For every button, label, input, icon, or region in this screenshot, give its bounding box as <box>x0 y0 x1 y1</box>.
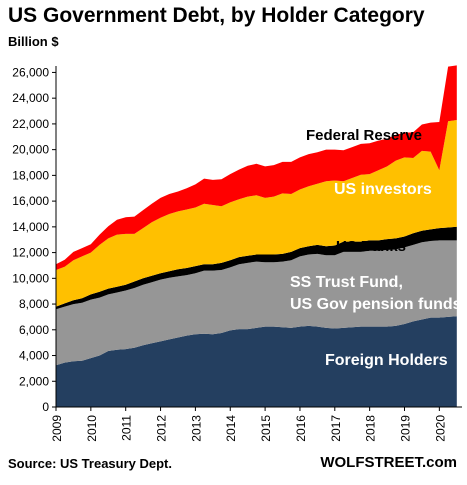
area-us-investors <box>56 120 457 307</box>
y-tick-label: 8,000 <box>19 297 49 311</box>
area-ss-trust-fund-us-gov-pension-funds <box>56 240 457 366</box>
x-tick-label: 2019 <box>398 415 412 442</box>
x-tick-label: 2014 <box>224 415 238 442</box>
x-ticks: 2009 2010 2011 2012 2013 2014 2015 2016 2017 2018… <box>50 407 447 442</box>
y-tick-label: 20,000 <box>12 143 49 157</box>
y-tick-label: 14,000 <box>12 220 49 234</box>
y-tick-label: 10,000 <box>12 271 49 285</box>
y-ticks: 0 2,000 4,000 6,000 8,000 10,000 12,000 14,000 1… <box>12 65 56 414</box>
y-tick-label: 18,000 <box>12 168 49 182</box>
y-tick-label: 6,000 <box>19 323 49 337</box>
area-federal-reserve <box>56 65 457 271</box>
stacked-areas <box>56 65 457 407</box>
area-us-banks <box>56 226 457 310</box>
brand-logo-text: WOLFSTREET.com <box>320 454 457 471</box>
y-tick-label: 4,000 <box>19 349 49 363</box>
x-tick-label: 2010 <box>85 415 99 442</box>
label-us-investors: US investors <box>334 181 432 198</box>
x-tick-label: 2011 <box>120 415 134 441</box>
y-tick-label: 16,000 <box>12 194 49 208</box>
x-tick-label: 2017 <box>329 415 343 442</box>
series-labels: Federal Reserve US investors US Banks SS… <box>290 127 462 369</box>
label-ss-trust-fund-line1: SS Trust Fund, <box>290 274 403 291</box>
y-tick-label: 26,000 <box>12 65 49 79</box>
label-ss-trust-fund-line2: US Gov pension funds <box>290 296 462 313</box>
x-tick-label: 2013 <box>189 415 203 442</box>
y-axis-unit-label: Billion $ <box>8 34 59 49</box>
x-tick-label: 2016 <box>294 415 308 442</box>
label-us-banks: US Banks <box>336 238 406 255</box>
x-tick-label: 2015 <box>259 415 273 442</box>
x-tick-label: 2018 <box>364 415 378 442</box>
y-tick-label: 22,000 <box>12 117 49 131</box>
x-tick-label: 2020 <box>433 415 447 442</box>
source-note: Source: US Treasury Dept. <box>8 456 172 471</box>
y-tick-label: 12,000 <box>12 246 49 260</box>
axes <box>55 66 462 408</box>
label-federal-reserve: Federal Reserve <box>306 127 422 144</box>
y-tick-label: 0 <box>42 400 49 414</box>
chart-title: US Government Debt, by Holder Category <box>8 4 425 27</box>
x-tick-label: 2012 <box>155 415 169 442</box>
label-foreign-holders: Foreign Holders <box>325 352 448 369</box>
y-tick-label: 24,000 <box>12 91 49 105</box>
area-foreign-holders <box>56 316 457 407</box>
y-tick-label: 2,000 <box>19 374 49 388</box>
x-tick-label: 2009 <box>50 415 64 442</box>
